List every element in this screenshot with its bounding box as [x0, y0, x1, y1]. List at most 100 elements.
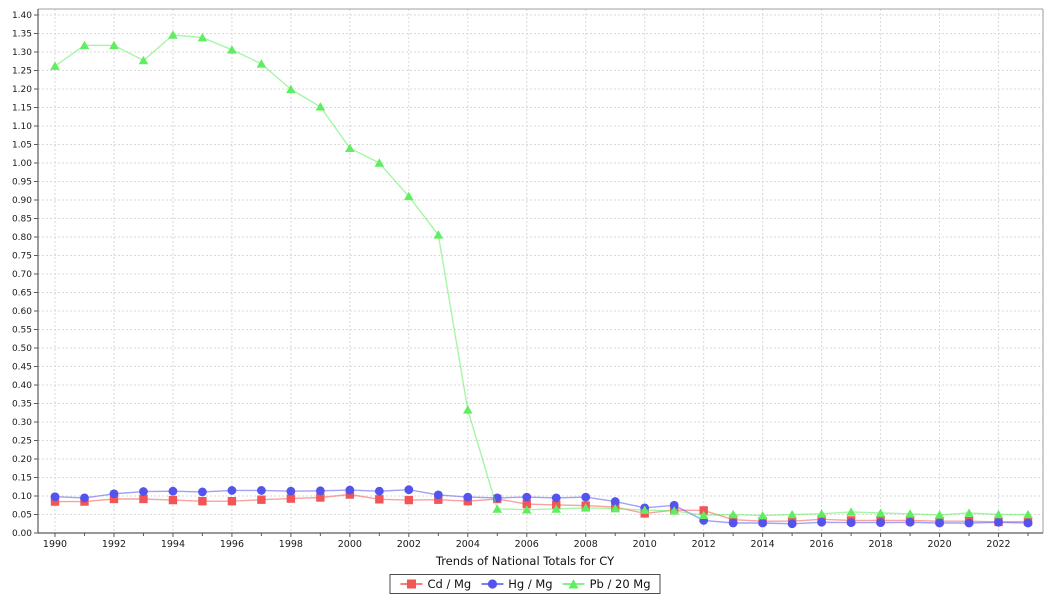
x-tick-label: 2018 [868, 539, 892, 550]
point-hg [109, 489, 119, 499]
point-cd [316, 493, 325, 502]
point-hg [80, 493, 89, 503]
x-tick-label: 1992 [102, 539, 126, 550]
point-pb [728, 509, 738, 519]
point-hg [669, 500, 679, 510]
point-hg [905, 517, 915, 527]
series-line-hg [54, 488, 1029, 525]
point-pb [50, 61, 60, 70]
point-pb [964, 508, 974, 517]
y-tick-label: 0.05 [12, 511, 32, 521]
legend-item-hg-mg: Hg / Mg [480, 577, 553, 591]
point-pb [109, 40, 119, 50]
point-hg [610, 497, 620, 506]
y-tick-label: 1.35 [12, 30, 32, 40]
point-hg [935, 518, 944, 528]
point-pb [905, 509, 915, 518]
point-pb [521, 505, 532, 514]
y-tick-label: 0.45 [12, 363, 32, 373]
point-pb [1023, 509, 1033, 519]
x-tick-label: 1996 [220, 539, 244, 550]
y-tick-label: 0.35 [12, 400, 32, 410]
y-tick-label: 0.10 [12, 492, 32, 502]
point-pb [168, 30, 178, 39]
x-tick-label: 2000 [338, 539, 362, 550]
y-tick-label: 0.55 [12, 326, 32, 336]
point-pb [345, 143, 355, 152]
cd-square-marker-icon [400, 579, 423, 589]
point-hg [168, 486, 178, 496]
point-pb [374, 158, 385, 167]
point-cd [198, 496, 207, 506]
pb-triangle-marker-icon [562, 579, 585, 589]
y-tick-label: 0.40 [12, 381, 32, 391]
point-cd [375, 495, 384, 504]
y-tick-label: 1.05 [12, 141, 32, 151]
point-hg [463, 492, 473, 502]
y-tick-label: 1.40 [12, 11, 32, 21]
y-tick-label: 1.00 [12, 159, 32, 169]
hg-circle-marker-icon [481, 579, 504, 589]
point-cd [139, 494, 148, 504]
x-tick-label: 2020 [927, 539, 951, 550]
y-tick-label: 0.90 [12, 196, 32, 206]
point-hg [964, 518, 974, 528]
point-cd [50, 497, 60, 506]
x-tick-label: 2022 [986, 539, 1010, 550]
point-cd [227, 496, 237, 506]
y-tick-label: 0.65 [12, 289, 32, 299]
point-hg [139, 487, 148, 496]
point-pb [875, 508, 886, 517]
point-cd [699, 506, 708, 515]
y-tick-label: 1.10 [12, 122, 32, 132]
point-hg [315, 486, 325, 496]
point-pb [639, 505, 650, 514]
y-tick-label: 0.80 [12, 233, 32, 243]
point-pb [433, 230, 444, 239]
point-hg [551, 493, 561, 503]
point-hg [817, 517, 827, 527]
point-hg [198, 487, 207, 497]
point-pb [197, 32, 208, 42]
x-tick-label: 2016 [810, 539, 834, 550]
point-hg [374, 486, 384, 496]
point-hg [1023, 518, 1033, 528]
legend-label-hg: Hg / Mg [508, 577, 553, 591]
y-tick-label: 0.70 [12, 270, 32, 280]
point-pb [934, 510, 945, 519]
point-hg [227, 486, 237, 495]
x-tick-label: 2010 [633, 539, 657, 550]
point-hg [758, 518, 768, 528]
x-axis-title: Trends of National Totals for CY [435, 554, 615, 568]
point-hg [876, 518, 885, 528]
x-tick-label: 2008 [574, 539, 598, 550]
point-pb [757, 511, 768, 520]
y-tick-label: 0.85 [12, 215, 32, 225]
point-cd [345, 490, 355, 499]
series-line-cd [55, 493, 1029, 523]
point-pb [580, 503, 591, 512]
x-tick-label: 2004 [456, 539, 480, 550]
point-pb [227, 45, 237, 54]
point-pb [138, 55, 149, 65]
point-cd [404, 495, 414, 505]
y-tick-label: 1.20 [12, 85, 32, 95]
x-tick-label: 2014 [751, 539, 775, 550]
point-hg [286, 486, 296, 496]
point-pb [610, 503, 621, 513]
point-hg [581, 492, 591, 502]
legend-label-cd: Cd / Mg [427, 577, 472, 591]
point-pb [404, 191, 414, 201]
point-hg [522, 492, 532, 502]
point-cd [109, 494, 119, 504]
point-pb [993, 509, 1004, 519]
x-tick-label: 2012 [692, 539, 716, 550]
point-hg [728, 518, 738, 528]
point-pb [315, 102, 326, 111]
y-tick-label: 1.25 [12, 67, 32, 77]
point-hg [846, 518, 856, 528]
point-pb [492, 504, 503, 513]
series-line-pb [54, 34, 1028, 517]
point-cd [522, 499, 531, 509]
point-pb [286, 84, 296, 94]
